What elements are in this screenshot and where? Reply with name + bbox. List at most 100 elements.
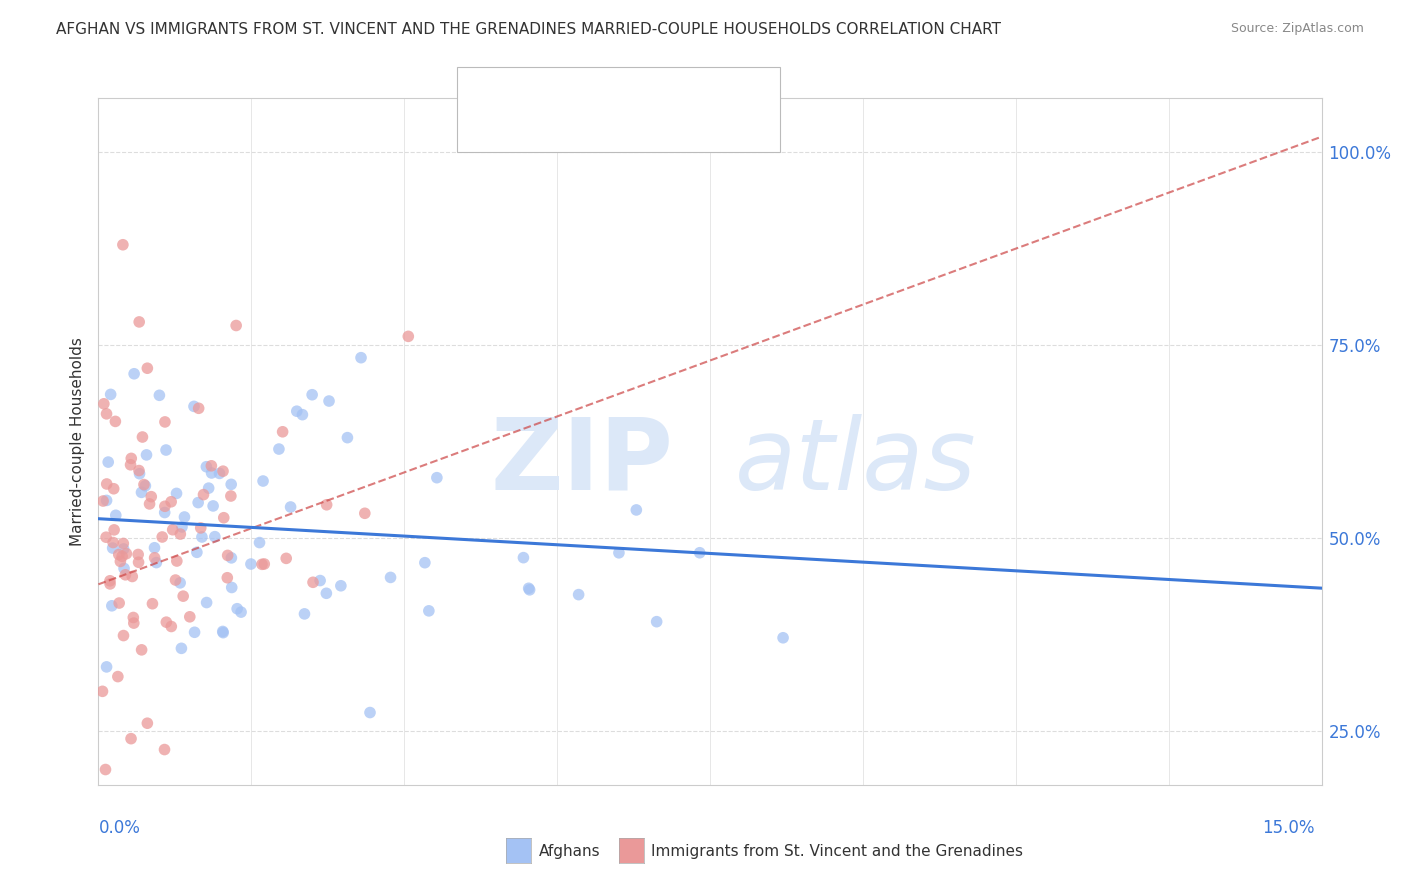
Point [183,400,205,414]
Point [315,586,337,600]
Point [135,448,157,462]
Point [128,555,150,569]
Point [141,597,163,611]
Point [100,387,122,401]
Text: Afghans: Afghans [538,845,600,859]
Y-axis label: Married-couple Households: Married-couple Households [70,337,86,546]
Point [187,495,209,509]
Point [110,554,132,568]
Point [98,574,121,588]
Point [195,595,218,609]
Point [101,599,124,613]
Point [301,388,323,402]
Point [112,541,135,556]
Point [98,577,121,591]
Point [517,582,540,596]
Point [169,575,191,590]
Point [160,619,183,633]
Point [94,530,117,544]
Point [645,615,668,629]
Point [143,550,166,565]
Point [131,430,153,444]
Point [309,574,332,588]
Text: Immigrants from St. Vincent and the Grenadines: Immigrants from St. Vincent and the Gren… [651,845,1024,859]
Point [115,547,138,561]
Point [212,510,235,524]
Point [519,582,541,597]
Point [318,394,340,409]
Point [143,541,166,555]
Point [96,493,118,508]
Point [112,561,135,575]
Point [162,523,184,537]
Point [271,425,294,439]
Point [112,629,135,643]
Point [252,474,274,488]
Point [217,571,239,585]
Point [131,485,153,500]
Point [104,508,127,523]
Point [104,414,127,428]
Point [153,500,176,514]
Point [267,442,290,456]
Point [413,556,436,570]
Point [96,407,118,421]
Point [132,477,155,491]
Point [221,581,243,595]
Point [120,458,142,472]
Point [217,549,239,563]
Point [173,510,195,524]
Point [153,506,176,520]
Point [253,557,276,571]
Point [155,615,177,630]
Point [302,575,325,590]
Point [336,431,359,445]
Point [114,567,136,582]
Point [128,467,150,481]
Point [211,624,233,639]
Point [150,530,173,544]
Point [226,601,249,615]
Point [568,588,591,602]
Point [315,498,337,512]
Point [190,521,212,535]
Point [689,546,711,560]
Point [91,494,114,508]
Point [172,589,194,603]
Point [187,401,209,416]
Point [160,495,183,509]
Point [112,536,135,550]
Point [103,482,125,496]
Point [141,490,163,504]
Point [128,315,150,329]
Point [229,605,252,619]
Point [121,569,143,583]
Point [122,610,145,624]
Point [96,477,118,491]
Point [359,706,381,720]
Point [329,579,352,593]
Point [148,388,170,402]
Point [291,408,314,422]
Point [219,489,242,503]
Point [294,607,316,621]
Point [107,548,129,562]
Point [626,503,648,517]
Point [396,329,419,343]
Point [212,464,235,478]
Point [122,367,145,381]
Point [221,550,243,565]
Point [111,237,134,252]
Text: R = -0.148   N = 72: R = -0.148 N = 72 [517,84,695,102]
Point [512,550,534,565]
Point [285,404,308,418]
Point [145,556,167,570]
Text: 0.0%: 0.0% [98,819,141,837]
Point [120,451,142,466]
Point [208,467,231,481]
Point [607,546,630,560]
Point [380,570,402,584]
Point [204,530,226,544]
Point [186,545,208,559]
Point [94,763,117,777]
